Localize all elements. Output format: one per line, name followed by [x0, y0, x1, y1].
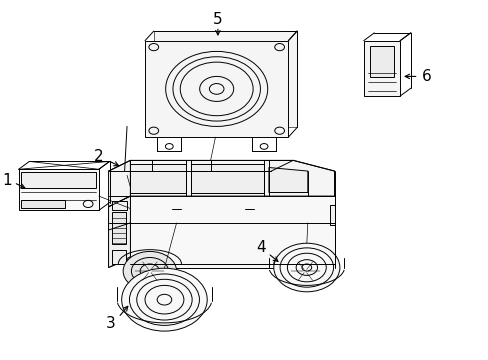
Text: 6: 6 — [421, 69, 431, 84]
Circle shape — [278, 251, 331, 291]
Polygon shape — [191, 164, 264, 193]
Text: 3: 3 — [106, 316, 116, 331]
Bar — [153, 31, 297, 127]
Bar — [19, 169, 99, 210]
Bar — [21, 172, 96, 188]
Bar — [329, 205, 334, 225]
Polygon shape — [130, 164, 186, 193]
Text: 4: 4 — [255, 240, 265, 255]
Bar — [145, 41, 288, 137]
Circle shape — [165, 51, 267, 126]
Polygon shape — [130, 160, 334, 196]
Text: 1: 1 — [2, 172, 12, 188]
Bar — [369, 46, 393, 77]
Text: 5: 5 — [213, 12, 222, 27]
Circle shape — [273, 243, 339, 292]
Bar — [21, 200, 65, 207]
Circle shape — [122, 268, 207, 331]
Polygon shape — [108, 196, 130, 267]
Polygon shape — [108, 196, 130, 267]
Bar — [363, 41, 399, 96]
Bar — [112, 250, 126, 264]
Bar — [112, 212, 126, 244]
Polygon shape — [108, 160, 130, 207]
Circle shape — [123, 251, 176, 291]
Bar — [112, 202, 127, 210]
Polygon shape — [130, 196, 334, 267]
Text: 2: 2 — [94, 149, 103, 164]
Polygon shape — [268, 167, 307, 193]
